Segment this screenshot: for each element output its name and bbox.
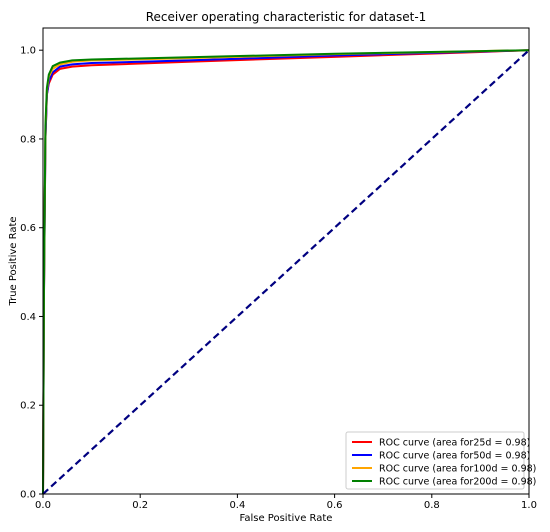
x-tick-label: 0.2 [132,500,148,511]
y-tick-label: 0.4 [20,312,36,323]
legend: ROC curve (area for25d = 0.98) ROC curve … [345,431,536,490]
plot-frame [42,27,530,495]
y-tick-label: 0.8 [20,134,36,145]
y-tick-label: 0.6 [20,223,36,234]
x-axis-label: False Positive Rate [240,513,333,524]
legend-label: ROC curve (area for50d = 0.98) [379,451,530,462]
legend-label: ROC curve (area for25d = 0.98) [379,438,530,449]
chart-title: Receiver operating characteristic for da… [146,10,427,24]
x-tick-label: 0.6 [327,500,343,511]
y-tick-label: 1.0 [20,46,36,57]
y-tick-label: 0.0 [20,490,36,501]
y-axis-label: True Positive Rate [8,216,19,306]
x-tick-label: 1.0 [521,500,537,511]
x-tick-label: 0.4 [229,500,245,511]
series-group [42,49,530,495]
x-tick-label: 0.8 [424,500,440,511]
tick-group: 0.0 0.2 0.4 0.6 0.8 1.0 0.0 0.2 0.4 0.6 0.8 1.0 [20,46,537,511]
y-tick-label: 0.2 [20,401,36,412]
plot-background [43,28,529,494]
legend-label: ROC curve (area for200d = 0.98) [379,477,536,488]
x-tick-label: 0.0 [35,500,51,511]
legend-label: ROC curve (area for100d = 0.98) [379,464,536,475]
roc-curve-line-4 [42,49,530,495]
legend-box [345,431,525,490]
